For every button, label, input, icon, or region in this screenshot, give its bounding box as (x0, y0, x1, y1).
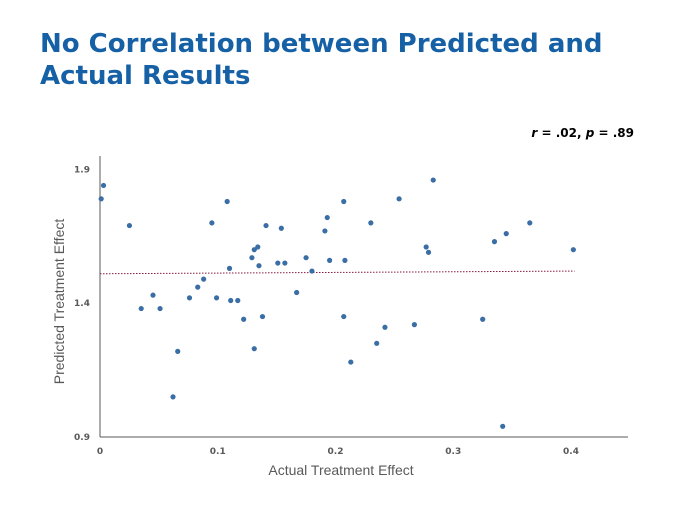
data-point (138, 305, 144, 312)
data-point (303, 255, 309, 261)
r-label: r (531, 126, 538, 140)
data-point (251, 346, 257, 352)
slide-title-line1: No Correlation between Predicted and (40, 29, 603, 59)
data-point (195, 284, 201, 290)
slide-title: No Correlation between Predicted and Act… (40, 28, 680, 92)
x-tick-label: 0.1 (210, 447, 226, 457)
y-tick-label: 1.9 (74, 165, 90, 175)
data-point (186, 295, 193, 301)
data-point (425, 249, 432, 255)
data-point (374, 340, 380, 346)
data-point (170, 394, 176, 400)
data-point (309, 268, 315, 274)
x-tick-label: 0 (97, 447, 103, 457)
data-point (382, 324, 388, 330)
data-point (256, 263, 262, 269)
data-point (294, 289, 300, 296)
data-point (235, 297, 241, 304)
data-point (430, 177, 436, 183)
data-point (241, 316, 247, 322)
data-point (324, 214, 330, 221)
data-point (341, 313, 347, 320)
data-point (98, 196, 104, 202)
data-point (228, 297, 234, 304)
trendline-group (99, 270, 575, 275)
points-group (98, 177, 576, 429)
data-point (348, 359, 354, 365)
p-label: p (585, 126, 595, 140)
data-point (423, 244, 429, 250)
data-point (527, 220, 533, 226)
data-point (500, 423, 506, 429)
p-value: = .89 (594, 126, 635, 140)
data-point (275, 260, 281, 266)
data-point (368, 220, 374, 226)
data-point (226, 265, 233, 271)
data-point (491, 239, 498, 245)
data-point (327, 257, 333, 263)
data-point (278, 225, 284, 231)
x-tick-label: 0.4 (563, 447, 579, 457)
data-point (126, 222, 133, 229)
data-point (213, 295, 220, 301)
r-value: = .02, (537, 126, 586, 140)
data-point (255, 244, 261, 250)
data-point (249, 255, 255, 261)
x-tick-label: 0.2 (328, 447, 344, 457)
data-point (341, 198, 347, 205)
slide-title-line2: Actual Results (40, 61, 251, 91)
data-point (411, 322, 417, 328)
data-point (259, 313, 266, 320)
tick-labels: 0 0.1 0.2 0.3 0.4 0.9 1.4 1.9 (74, 165, 579, 457)
y-tick-label: 0.9 (74, 433, 90, 443)
x-tick-label: 0.3 (445, 447, 461, 457)
data-point (150, 292, 156, 298)
data-point (157, 305, 163, 312)
data-point (224, 198, 230, 205)
data-point (503, 231, 509, 237)
data-point (251, 247, 257, 253)
correlation-stats: r = .02, p = .89 (531, 126, 634, 140)
data-point (480, 316, 486, 322)
y-tick-label: 1.4 (74, 299, 90, 309)
data-point (201, 276, 207, 282)
x-axis-label: Actual Treatment Effect (268, 462, 413, 478)
data-point (322, 228, 328, 234)
data-point (570, 247, 576, 253)
data-point (342, 257, 348, 263)
data-point (100, 182, 107, 189)
data-point (209, 220, 215, 226)
data-point (175, 348, 181, 354)
y-axis-label: Predicted Treatment Effect (51, 219, 67, 385)
chart-axes (99, 156, 628, 438)
data-point (396, 196, 402, 202)
data-point (282, 260, 288, 266)
trendline (99, 270, 575, 275)
data-point (263, 222, 269, 229)
